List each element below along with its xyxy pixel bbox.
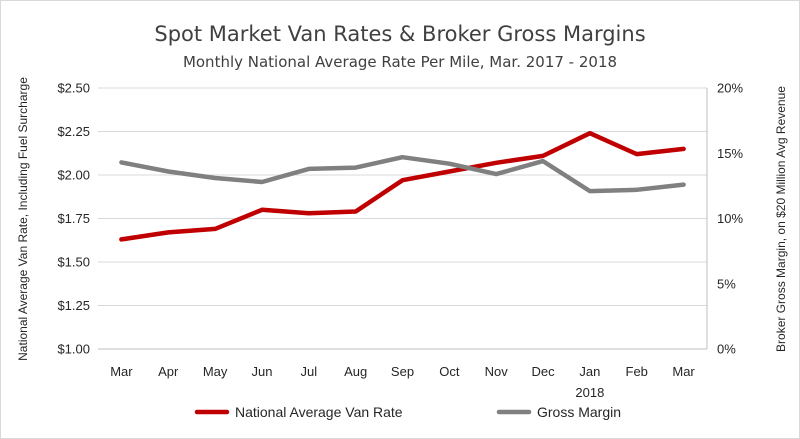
y-right-tick-label: 5% xyxy=(717,276,736,291)
x-tick-label: May xyxy=(203,364,228,379)
x-tick-label: Jun xyxy=(251,364,272,379)
y-left-tick-label: $2.00 xyxy=(57,168,90,183)
y-right-tick-label: 15% xyxy=(717,146,743,161)
y-axis-right: 0% 5% 10% 15% 20% xyxy=(706,81,743,357)
x-tick-label: Mar xyxy=(672,364,695,379)
y-left-tick-label: $1.00 xyxy=(57,342,90,357)
legend-label: National Average Van Rate xyxy=(235,404,403,420)
gridlines xyxy=(98,87,707,350)
x-tick-label: Nov xyxy=(485,364,509,379)
series-layer xyxy=(119,130,686,242)
series-line-national-average-van-rate xyxy=(119,130,686,242)
y-left-tick-label: $1.75 xyxy=(57,211,90,226)
x-tick-label: Oct xyxy=(439,364,460,379)
x-tick-sublabel: 2018 xyxy=(575,385,604,400)
legend: National Average Van Rate Gross Margin xyxy=(194,404,621,420)
x-tick-label: Aug xyxy=(344,364,367,379)
x-tick-label: Sep xyxy=(391,364,414,379)
chart-subtitle: Monthly National Average Rate Per Mile, … xyxy=(183,53,617,71)
x-tick-label: Jan xyxy=(579,364,600,379)
y-left-tick-label: $2.50 xyxy=(57,81,90,96)
x-tick-label: Feb xyxy=(626,364,648,379)
y-left-tick-label: $1.25 xyxy=(57,298,90,313)
y-right-tick-label: 10% xyxy=(717,211,743,226)
x-tick-label: Jul xyxy=(300,364,317,379)
legend-label: Gross Margin xyxy=(537,404,621,420)
x-tick-label: Mar xyxy=(110,364,133,379)
series-line-gross-margin xyxy=(119,154,686,194)
y-right-tick-label: 0% xyxy=(717,342,736,357)
y-axis-right-label: Broker Gross Margin, on $20 Million Avg … xyxy=(774,86,788,352)
y-axis-left: $1.00 $1.25 $1.50 $1.75 $2.00 $2.25 $2.50 xyxy=(57,81,90,357)
y-axis-left-label: National Average Van Rate, Including Fue… xyxy=(16,77,30,361)
y-left-tick-label: $2.25 xyxy=(57,124,90,139)
x-tick-label: Dec xyxy=(531,364,555,379)
y-left-tick-label: $1.50 xyxy=(57,255,90,270)
x-tick-label: Apr xyxy=(158,364,179,379)
x-axis: Mar Apr May Jun Jul Aug Sep Oct Nov Dec Jan 2018 Feb… xyxy=(110,364,695,400)
y-right-tick-label: 20% xyxy=(717,81,743,96)
chart-title: Spot Market Van Rates & Broker Gross Mar… xyxy=(154,22,645,46)
